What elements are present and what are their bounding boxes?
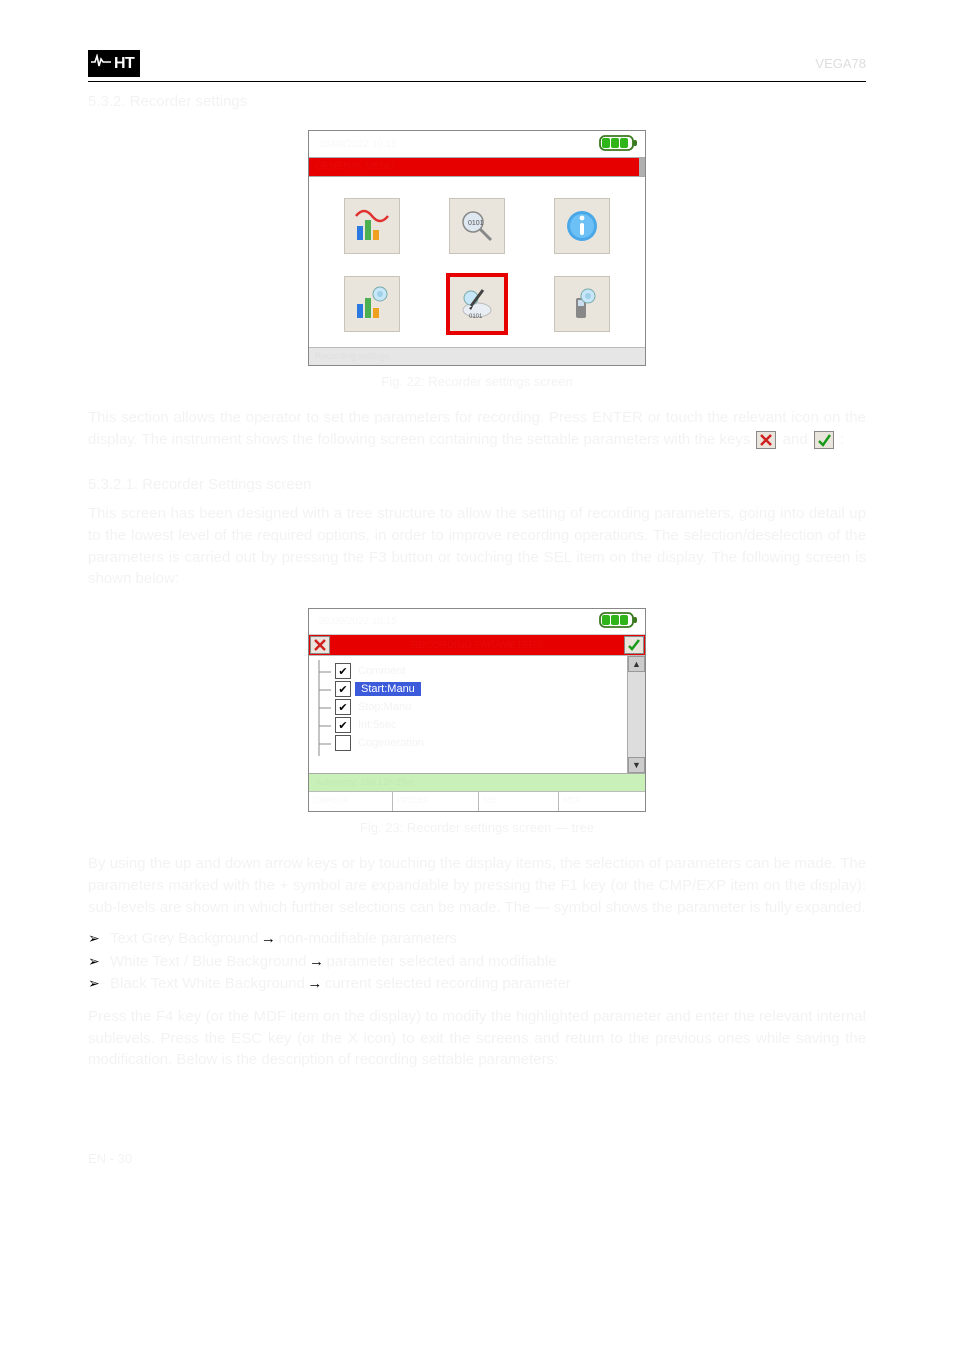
tree-checkbox[interactable]: ✔: [335, 699, 351, 715]
titlebar-end: [639, 158, 645, 176]
tree-label: Int:5sec: [355, 719, 400, 731]
tree-row[interactable]: ✔ Stop:Manu: [335, 698, 623, 716]
menu-icon-instrument[interactable]: [554, 276, 610, 332]
confirm-icon: [814, 431, 834, 449]
menu-icon-analyzer[interactable]: [344, 276, 400, 332]
footer-left: EN - 30: [88, 1151, 132, 1166]
tree-checkbox[interactable]: ✔: [335, 663, 351, 679]
device-bottombar: Recording settings: [309, 347, 645, 365]
paragraph-2: This screen has been designed with a tre…: [88, 503, 866, 590]
bullet-left: White Text / Blue Background: [110, 951, 307, 974]
tree-row[interactable]: ✔ Start:Manu: [335, 680, 623, 698]
bullet-right: non-modifiable parameters: [278, 928, 456, 951]
section-heading: 5.3.2. Recorder settings: [88, 92, 866, 112]
menu-icon-info[interactable]: [554, 198, 610, 254]
svg-text:0101: 0101: [468, 220, 484, 227]
tree-label: Stop:Manu: [355, 701, 414, 713]
tree-scrollbar[interactable]: ▲ ▼: [627, 656, 645, 773]
bullet-left: Black Text White Background: [110, 973, 305, 996]
arrow-right-icon: →: [258, 928, 278, 951]
device-titlebar-text: GENERAL MENU: [309, 161, 395, 172]
bullet-arrowhead-icon: ➢: [88, 973, 110, 994]
close-button[interactable]: [310, 636, 330, 654]
battery-icon: [599, 134, 639, 155]
menu-icon-recorder[interactable]: 0101: [449, 276, 505, 332]
device-time: 08/09/2022 10:15: [315, 139, 599, 150]
menu-icon-recdata[interactable]: 0101: [449, 198, 505, 254]
page-footer: EN - 30: [88, 1151, 866, 1166]
device-screen-menu: 08/09/2022 10:15 GENERAL MENU 0101: [308, 130, 646, 366]
tree-row[interactable]: Cogeneration: [335, 734, 623, 752]
tree-checkbox[interactable]: ✔: [335, 681, 351, 697]
cancel-icon: [756, 431, 776, 449]
device2-title-text: RECORDING PARAMETERS: [331, 640, 623, 651]
menu-icon-realtime[interactable]: [344, 198, 400, 254]
bottombar-label: Recording settings: [309, 351, 390, 361]
para1-text-mid: and: [783, 431, 812, 448]
figure-23-caption: Fig. 23: Recorder settings screen — tree: [88, 820, 866, 835]
brand-logo: HT: [88, 50, 140, 77]
bullet-arrowhead-icon: ➢: [88, 951, 110, 972]
scroll-up-arrow-icon[interactable]: ▲: [628, 656, 645, 672]
softkey-predef[interactable]: PREDEF.: [393, 792, 479, 811]
svg-text:0101: 0101: [469, 314, 483, 320]
tree-area: ✔ Comment ✔ Start:Manu ✔ Stop:Manu ✔ Int…: [309, 655, 645, 773]
bullet-left: Text Grey Background: [110, 928, 258, 951]
page-header: HT VEGA78: [88, 50, 866, 82]
tree-row[interactable]: ✔ Comment: [335, 662, 623, 680]
device-screen-tree: 08/09/2022 10:15 RECORDING PARAMETERS: [308, 608, 646, 812]
device2-softkeys: CMP/EXP PREDEF. SEL MDF: [309, 791, 645, 811]
device2-titlebar: RECORDING PARAMETERS: [309, 635, 645, 655]
autonomy-bar: Autonomy: 15d 12h 25m: [309, 773, 645, 791]
device-titlebar: GENERAL MENU: [309, 157, 645, 177]
doc-model: VEGA78: [815, 56, 866, 71]
tree-body: ✔ Comment ✔ Start:Manu ✔ Stop:Manu ✔ Int…: [309, 656, 627, 773]
autonomy-text: Autonomy: 15d 12h 25m: [309, 777, 413, 787]
tree-row[interactable]: ✔ Int:5sec: [335, 716, 623, 734]
figure-22-caption: Fig. 22: Recorder settings screen: [88, 374, 866, 389]
softkey-mdf[interactable]: MDF: [559, 792, 645, 811]
softkey-cmpexp[interactable]: CMP/EXP: [309, 792, 393, 811]
tree-checkbox[interactable]: [335, 735, 351, 751]
confirm-button[interactable]: [624, 636, 644, 654]
para1-text-a: This section allows the operator to set …: [88, 409, 866, 448]
tree-label: Comment: [355, 665, 409, 677]
menu-icon-grid: 0101 0101: [309, 177, 645, 347]
device-statusbar: 08/09/2022 10:15: [309, 131, 645, 157]
paragraph-3: By using the up and down arrow keys or b…: [88, 853, 866, 918]
tree-label-selected: Start:Manu: [355, 682, 421, 696]
logo-wave-icon: [90, 54, 112, 73]
tree-label: Cogeneration: [355, 737, 427, 749]
arrow-right-icon: →: [305, 973, 325, 996]
softkey-sel[interactable]: SEL: [479, 792, 559, 811]
paragraph-1: This section allows the operator to set …: [88, 407, 866, 451]
bullet-item: ➢ White Text / Blue Background → paramet…: [88, 951, 866, 974]
paragraph-4: Press the F4 key (or the MDF item on the…: [88, 1006, 866, 1071]
bullet-item: ➢ Black Text White Background → current …: [88, 973, 866, 996]
subsection-heading: 5.3.2.1. Recorder Settings screen: [88, 475, 866, 495]
device2-time: 08/09/2022 10:15: [315, 616, 599, 627]
device2-statusbar: 08/09/2022 10:15: [309, 609, 645, 635]
arrow-right-icon: →: [307, 951, 327, 974]
battery-icon: [599, 611, 639, 632]
legend-bullets: ➢ Text Grey Background → non-modifiable …: [88, 928, 866, 996]
bullet-arrowhead-icon: ➢: [88, 928, 110, 949]
para1-text-tail: :: [840, 431, 844, 448]
bullet-right: parameter selected and modifiable: [327, 951, 557, 974]
logo-text: HT: [114, 55, 134, 73]
bullet-right: current selected recording parameter: [325, 973, 571, 996]
tree-checkbox[interactable]: ✔: [335, 717, 351, 733]
bullet-item: ➢ Text Grey Background → non-modifiable …: [88, 928, 866, 951]
scroll-down-arrow-icon[interactable]: ▼: [628, 757, 645, 773]
